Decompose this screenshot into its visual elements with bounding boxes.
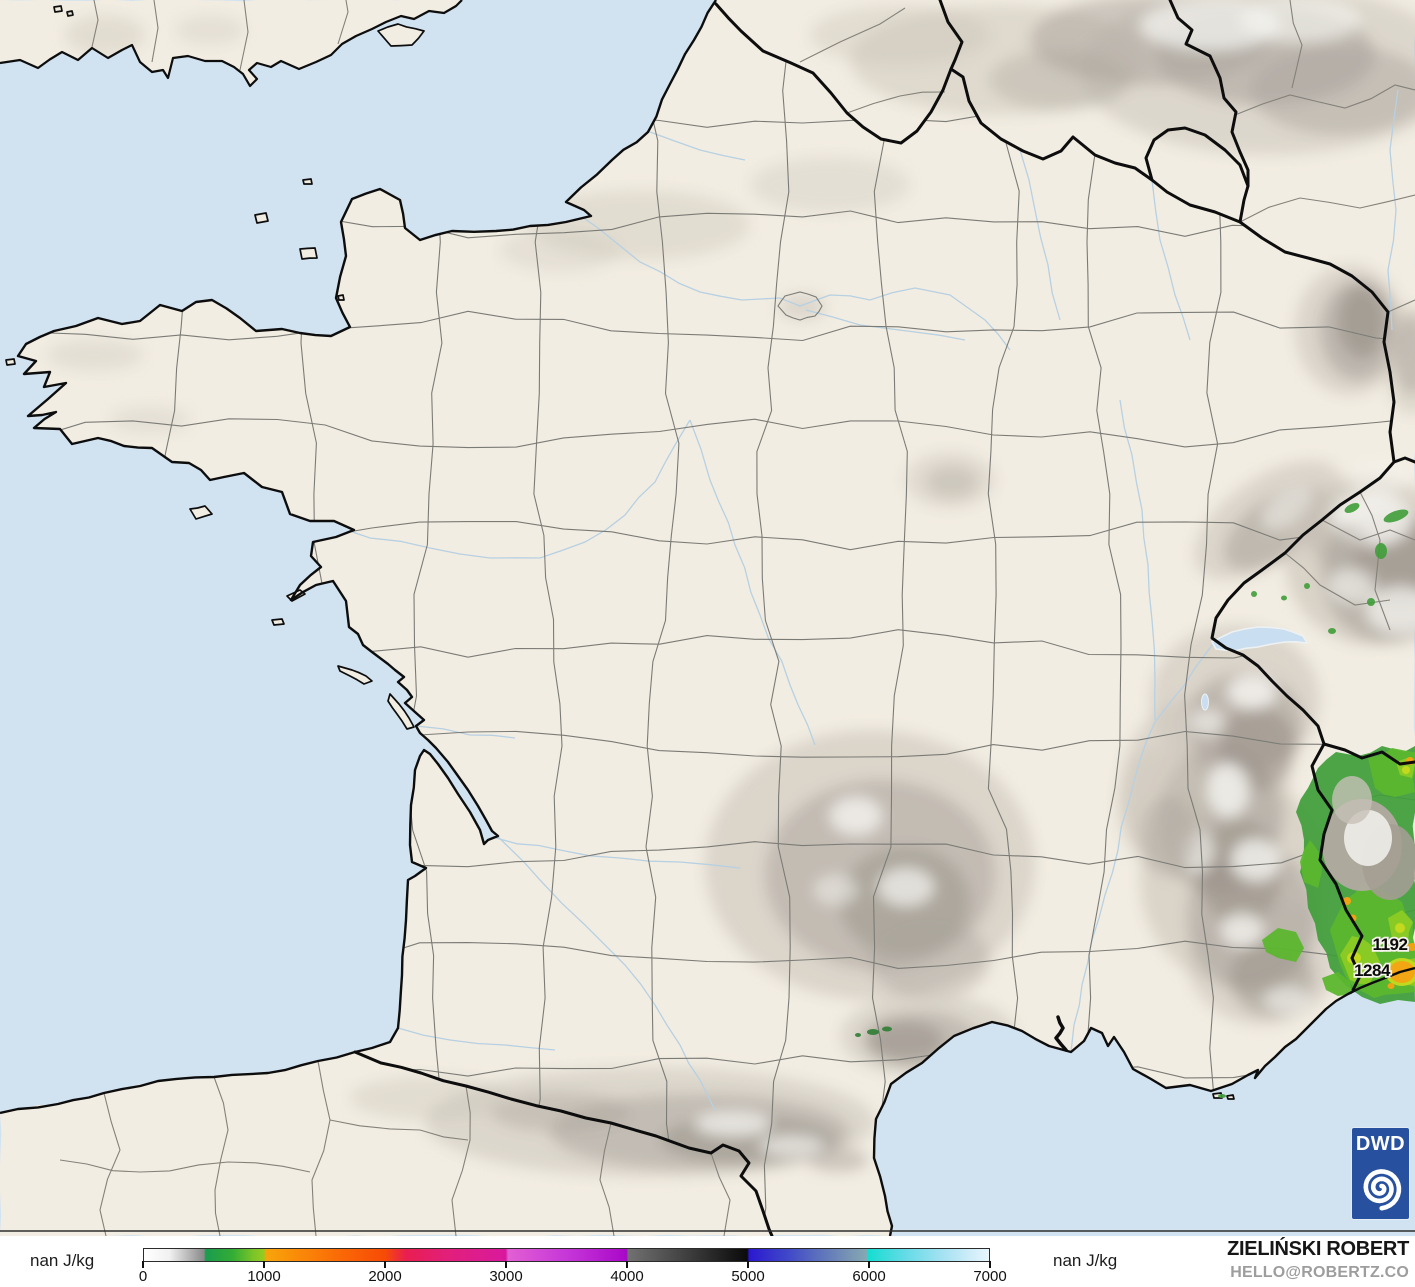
author-name: ZIELIŃSKI ROBERT xyxy=(1227,1238,1409,1260)
island xyxy=(5,358,16,366)
island xyxy=(302,178,313,185)
dwd-logo-text: DWD xyxy=(1355,1133,1406,1155)
dwd-logo: DWD xyxy=(1352,1128,1409,1219)
colorbar-tick-label: 1000 xyxy=(247,1268,281,1285)
colorbar: 0 1000 2000 3000 4000 5000 6000 7000 xyxy=(139,1248,1007,1285)
colorbar-gradient xyxy=(143,1248,990,1262)
colorbar-tick-mark xyxy=(384,1261,386,1268)
author-contact: HELLO@ROBERTZ.CO xyxy=(1230,1264,1409,1281)
dwd-spiral-icon xyxy=(1363,1169,1402,1211)
colorbar-tick-mark xyxy=(263,1261,265,1268)
colorbar-tick-label: 5000 xyxy=(731,1268,765,1285)
colorbar-tick-mark xyxy=(868,1261,870,1268)
island xyxy=(53,5,63,13)
colorbar-tick-mark xyxy=(626,1261,628,1268)
map-geography xyxy=(0,0,1415,1236)
credit-block: ZIELIŃSKI ROBERT HELLO@ROBERTZ.CO xyxy=(1227,1238,1409,1282)
colorbar-tick-label: 3000 xyxy=(489,1268,523,1285)
continent-land xyxy=(0,0,1415,1236)
island xyxy=(299,247,318,260)
island xyxy=(254,212,269,224)
weather-map-canvas: 1192 1284 xyxy=(0,0,1415,1236)
rhone-delta-channel xyxy=(1054,1015,1068,1052)
island xyxy=(337,665,373,685)
colorbar-tick-label: 6000 xyxy=(852,1268,886,1285)
legend-unit-label-left: nan J/kg xyxy=(30,1251,95,1270)
island xyxy=(387,693,415,730)
cape-overlay xyxy=(855,503,1415,1098)
lake-annecy xyxy=(1201,693,1209,711)
colorbar-legend: nan J/kg 0 1000 2000 3000 4000 5000 6000 7000 n… xyxy=(0,1236,1415,1287)
island xyxy=(1226,1094,1235,1100)
colorbar-tick-label: 4000 xyxy=(610,1268,644,1285)
colorbar-tick-label: 2000 xyxy=(368,1268,402,1285)
rivers xyxy=(311,89,1399,1111)
island xyxy=(377,23,425,47)
colorbar-tick-mark xyxy=(505,1261,507,1268)
country-borders xyxy=(353,0,1415,1236)
legend-unit-label-right: nan J/kg xyxy=(1053,1251,1118,1270)
colorbar-tick-mark xyxy=(142,1261,144,1268)
colorbar-tick-mark xyxy=(747,1261,749,1268)
coastlines xyxy=(0,0,1415,1236)
cape-value-label: 1284 xyxy=(1354,961,1391,980)
colorbar-tick-mark xyxy=(989,1261,991,1268)
colorbar-tick-label: 0 xyxy=(138,1268,148,1285)
colorbar-tick-label: 7000 xyxy=(973,1268,1007,1285)
island xyxy=(66,10,74,17)
island xyxy=(271,618,285,626)
island xyxy=(337,294,345,301)
island xyxy=(189,505,213,520)
cape-value-label: 1192 xyxy=(1373,935,1408,954)
map-area: 1192 1284 xyxy=(0,0,1415,1236)
